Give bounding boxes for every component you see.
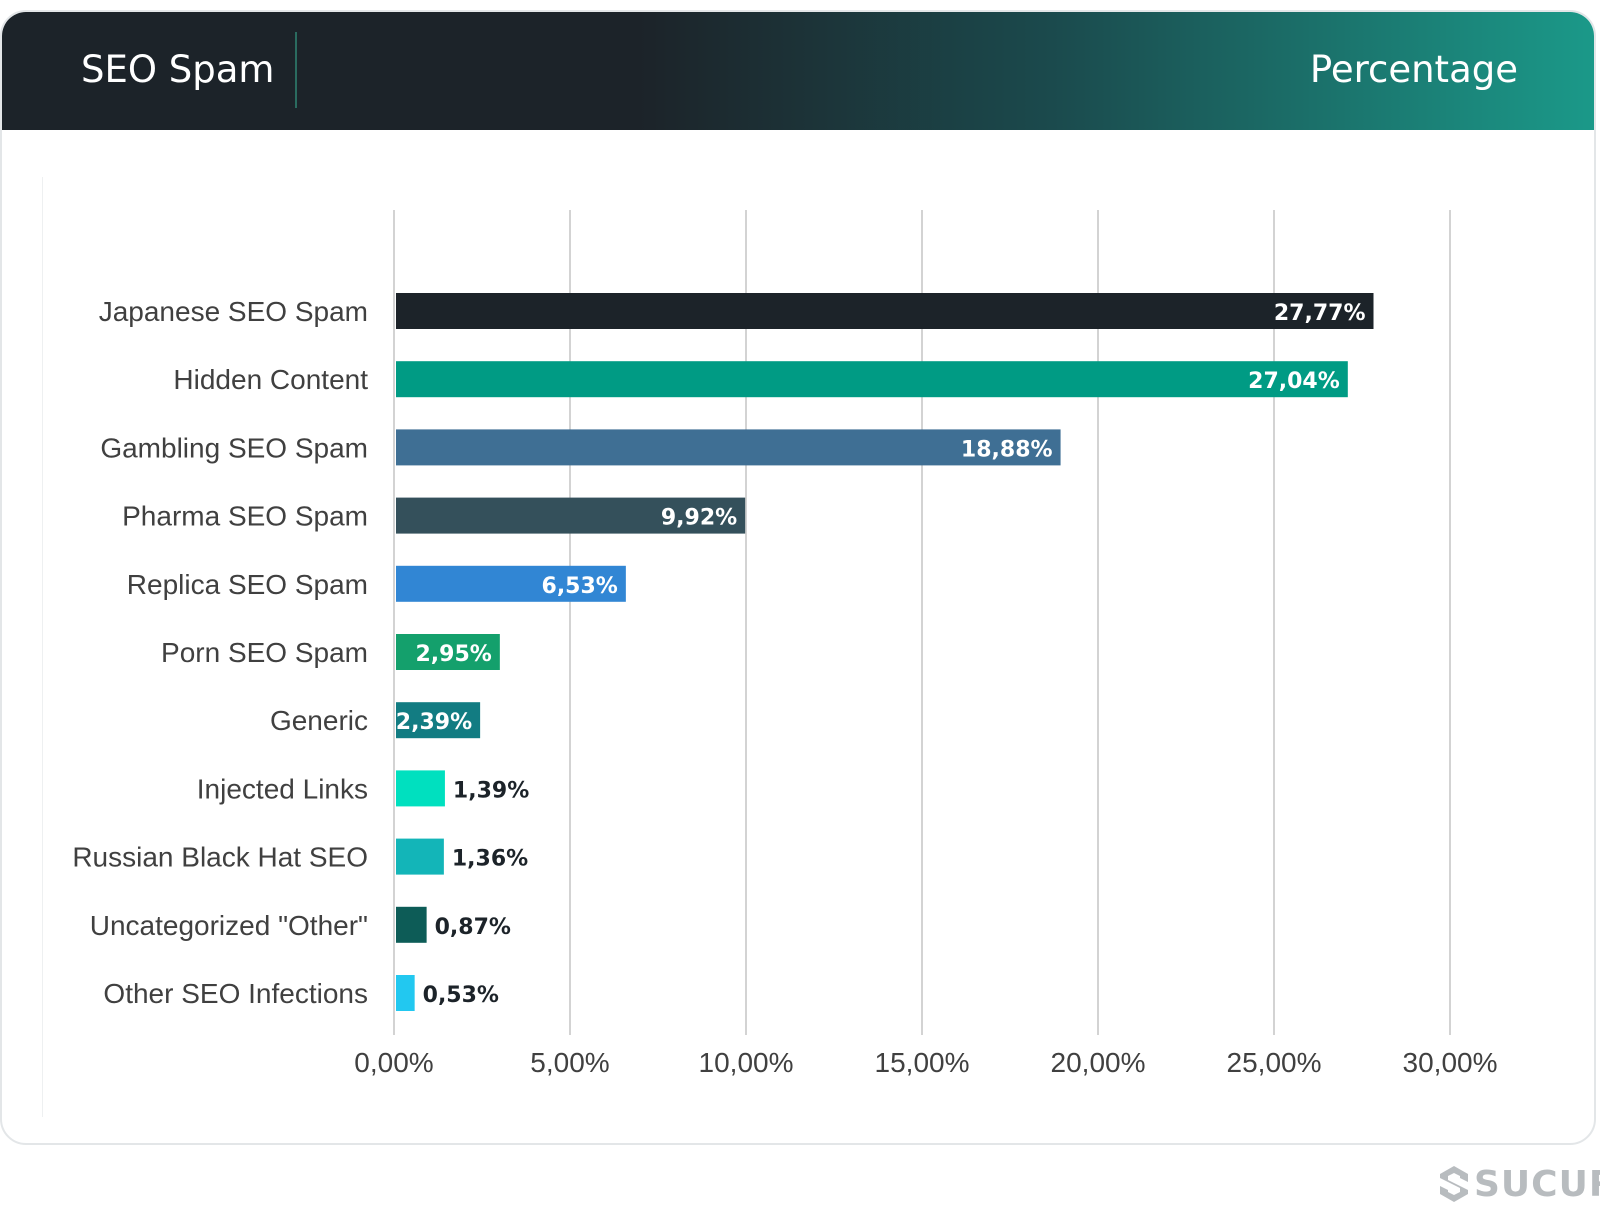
x-tick-label: 0,00% bbox=[354, 1047, 433, 1078]
x-tick-label: 15,00% bbox=[875, 1047, 970, 1078]
category-label: Other SEO Infections bbox=[103, 978, 368, 1009]
bar bbox=[396, 975, 415, 1011]
bar bbox=[396, 702, 481, 739]
data-label: 1,36% bbox=[452, 847, 528, 872]
bar bbox=[396, 293, 1374, 329]
header-right-label: Percentage bbox=[1309, 48, 1518, 91]
x-tick-label: 20,00% bbox=[1051, 1047, 1146, 1078]
bar bbox=[396, 497, 746, 534]
bar bbox=[396, 838, 444, 875]
data-label: 1,39% bbox=[453, 778, 529, 803]
bar bbox=[396, 634, 500, 670]
bar bbox=[396, 429, 1061, 466]
plot-area: 0,00% 5,00% 10,00% 15,00% 20,00% 25,00% 30,00%… bbox=[42, 177, 1567, 1117]
category-label: Pharma SEO Spam bbox=[122, 501, 368, 532]
category-label: Generic bbox=[270, 705, 368, 736]
category-label: Japanese SEO Spam bbox=[99, 296, 368, 327]
bar bbox=[396, 906, 427, 943]
header-divider bbox=[295, 32, 297, 108]
category-label: Uncategorized "Other" bbox=[90, 910, 368, 941]
category-label: Gambling SEO Spam bbox=[100, 432, 368, 463]
chart-card: SEO Spam Percentage 0,00% 5,00% 10,00% 15,0… bbox=[0, 10, 1596, 1145]
header-title: SEO Spam bbox=[81, 48, 275, 91]
category-label: Russian Black Hat SEO bbox=[72, 842, 368, 873]
x-tick-label: 10,00% bbox=[699, 1047, 794, 1078]
category-label: Porn SEO Spam bbox=[161, 637, 368, 668]
data-label: 9,92% bbox=[661, 506, 737, 531]
x-tick-label: 25,00% bbox=[1227, 1047, 1322, 1078]
data-label: 2,95% bbox=[416, 642, 492, 667]
x-tick-label: 5,00% bbox=[530, 1047, 609, 1078]
bar bbox=[396, 361, 1348, 398]
sucuri-logo-icon bbox=[1440, 1166, 1468, 1202]
category-label: Injected Links bbox=[197, 773, 368, 804]
data-label: 0,87% bbox=[435, 915, 511, 940]
data-label: 18,88% bbox=[961, 437, 1053, 462]
category-label: Hidden Content bbox=[173, 364, 368, 395]
data-label: 2,39% bbox=[396, 710, 472, 735]
bar bbox=[396, 565, 626, 602]
data-label: 27,77% bbox=[1274, 301, 1366, 326]
bar-chart: 0,00% 5,00% 10,00% 15,00% 20,00% 25,00% 30,00%… bbox=[72, 210, 1498, 1078]
data-label: 0,53% bbox=[423, 983, 499, 1008]
category-label: Replica SEO Spam bbox=[127, 569, 368, 600]
card-header: SEO Spam Percentage bbox=[2, 12, 1594, 130]
data-label: 6,53% bbox=[542, 574, 618, 599]
x-tick-label: 30,00% bbox=[1403, 1047, 1498, 1078]
bar bbox=[396, 770, 445, 807]
brand-name: SUCURI bbox=[1474, 1164, 1600, 1205]
data-label: 27,04% bbox=[1248, 369, 1340, 394]
brand-logo: SUCURI bbox=[1438, 1163, 1600, 1213]
